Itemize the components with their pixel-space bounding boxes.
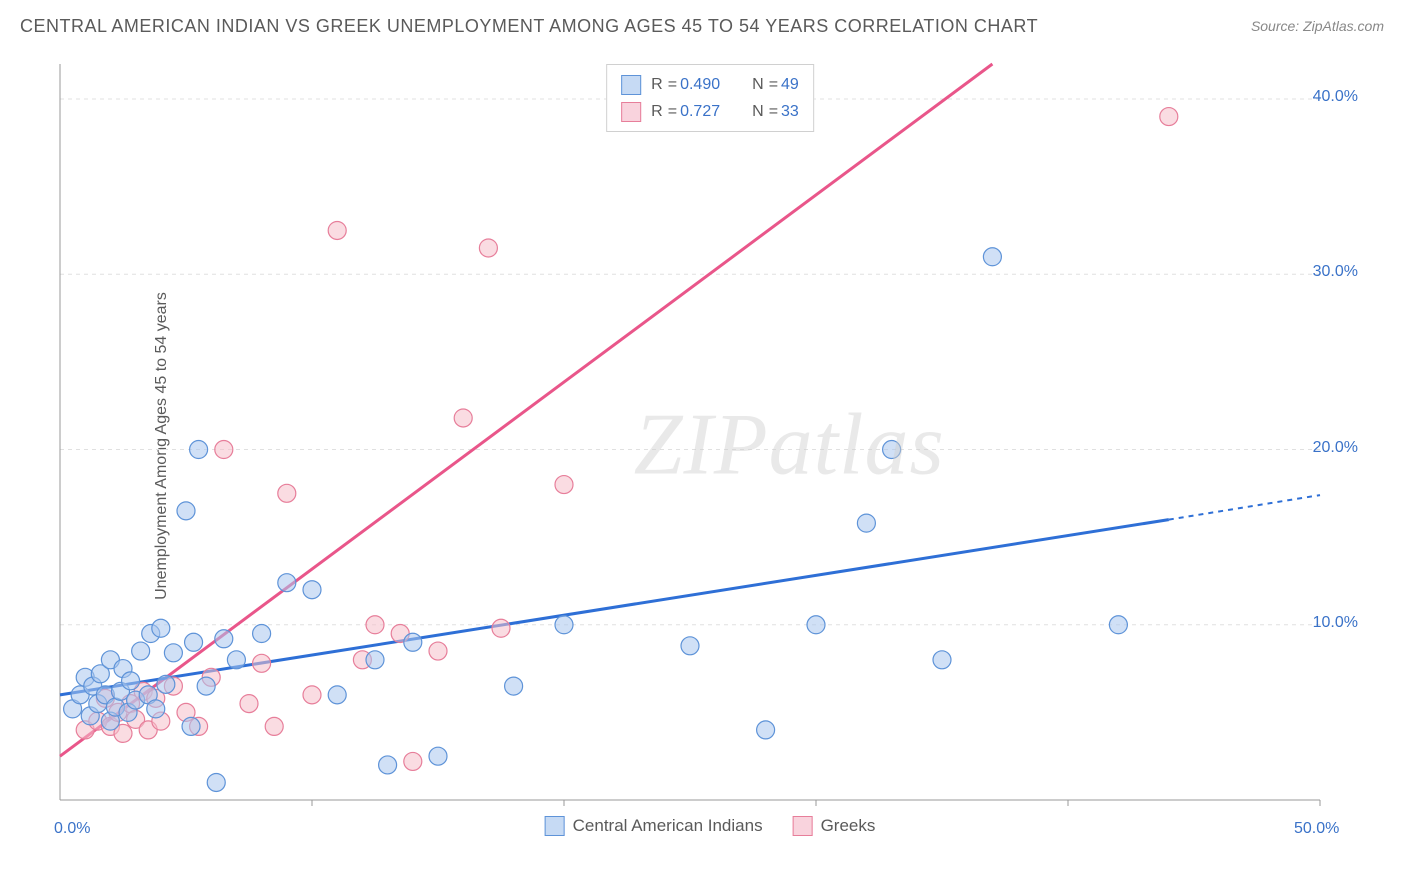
r-value-pink: 0.727 bbox=[680, 103, 720, 120]
xtick-0: 0.0% bbox=[54, 820, 90, 838]
series-legend: Central American Indians Greeks bbox=[545, 816, 876, 836]
source-label: Source: ZipAtlas.com bbox=[1251, 18, 1384, 34]
ytick-20: 20.0% bbox=[1313, 439, 1358, 457]
swatch-pink-icon bbox=[793, 816, 813, 836]
n-value-blue: 49 bbox=[781, 76, 799, 93]
swatch-pink-icon bbox=[621, 102, 641, 122]
n-value-pink: 33 bbox=[781, 103, 799, 120]
legend-item-pink: Greeks bbox=[793, 816, 876, 836]
legend-label-blue: Central American Indians bbox=[573, 816, 763, 836]
chart-title: CENTRAL AMERICAN INDIAN VS GREEK UNEMPLO… bbox=[20, 16, 1038, 37]
r-value-blue: 0.490 bbox=[680, 76, 720, 93]
ytick-40: 40.0% bbox=[1313, 88, 1358, 106]
ytick-10: 10.0% bbox=[1313, 614, 1358, 632]
legend-label-pink: Greeks bbox=[821, 816, 876, 836]
legend-row-blue: R=0.490 N=49 bbox=[621, 71, 799, 98]
plot-area: ZIPatlas R=0.490 N=49 R=0.727 N=33 Centr… bbox=[50, 60, 1370, 830]
correlation-legend: R=0.490 N=49 R=0.727 N=33 bbox=[606, 64, 814, 132]
swatch-blue-icon bbox=[621, 75, 641, 95]
swatch-blue-icon bbox=[545, 816, 565, 836]
legend-item-blue: Central American Indians bbox=[545, 816, 763, 836]
ytick-30: 30.0% bbox=[1313, 263, 1358, 281]
legend-row-pink: R=0.727 N=33 bbox=[621, 98, 799, 125]
xtick-50: 50.0% bbox=[1294, 820, 1339, 838]
scatter-chart bbox=[50, 60, 1370, 830]
